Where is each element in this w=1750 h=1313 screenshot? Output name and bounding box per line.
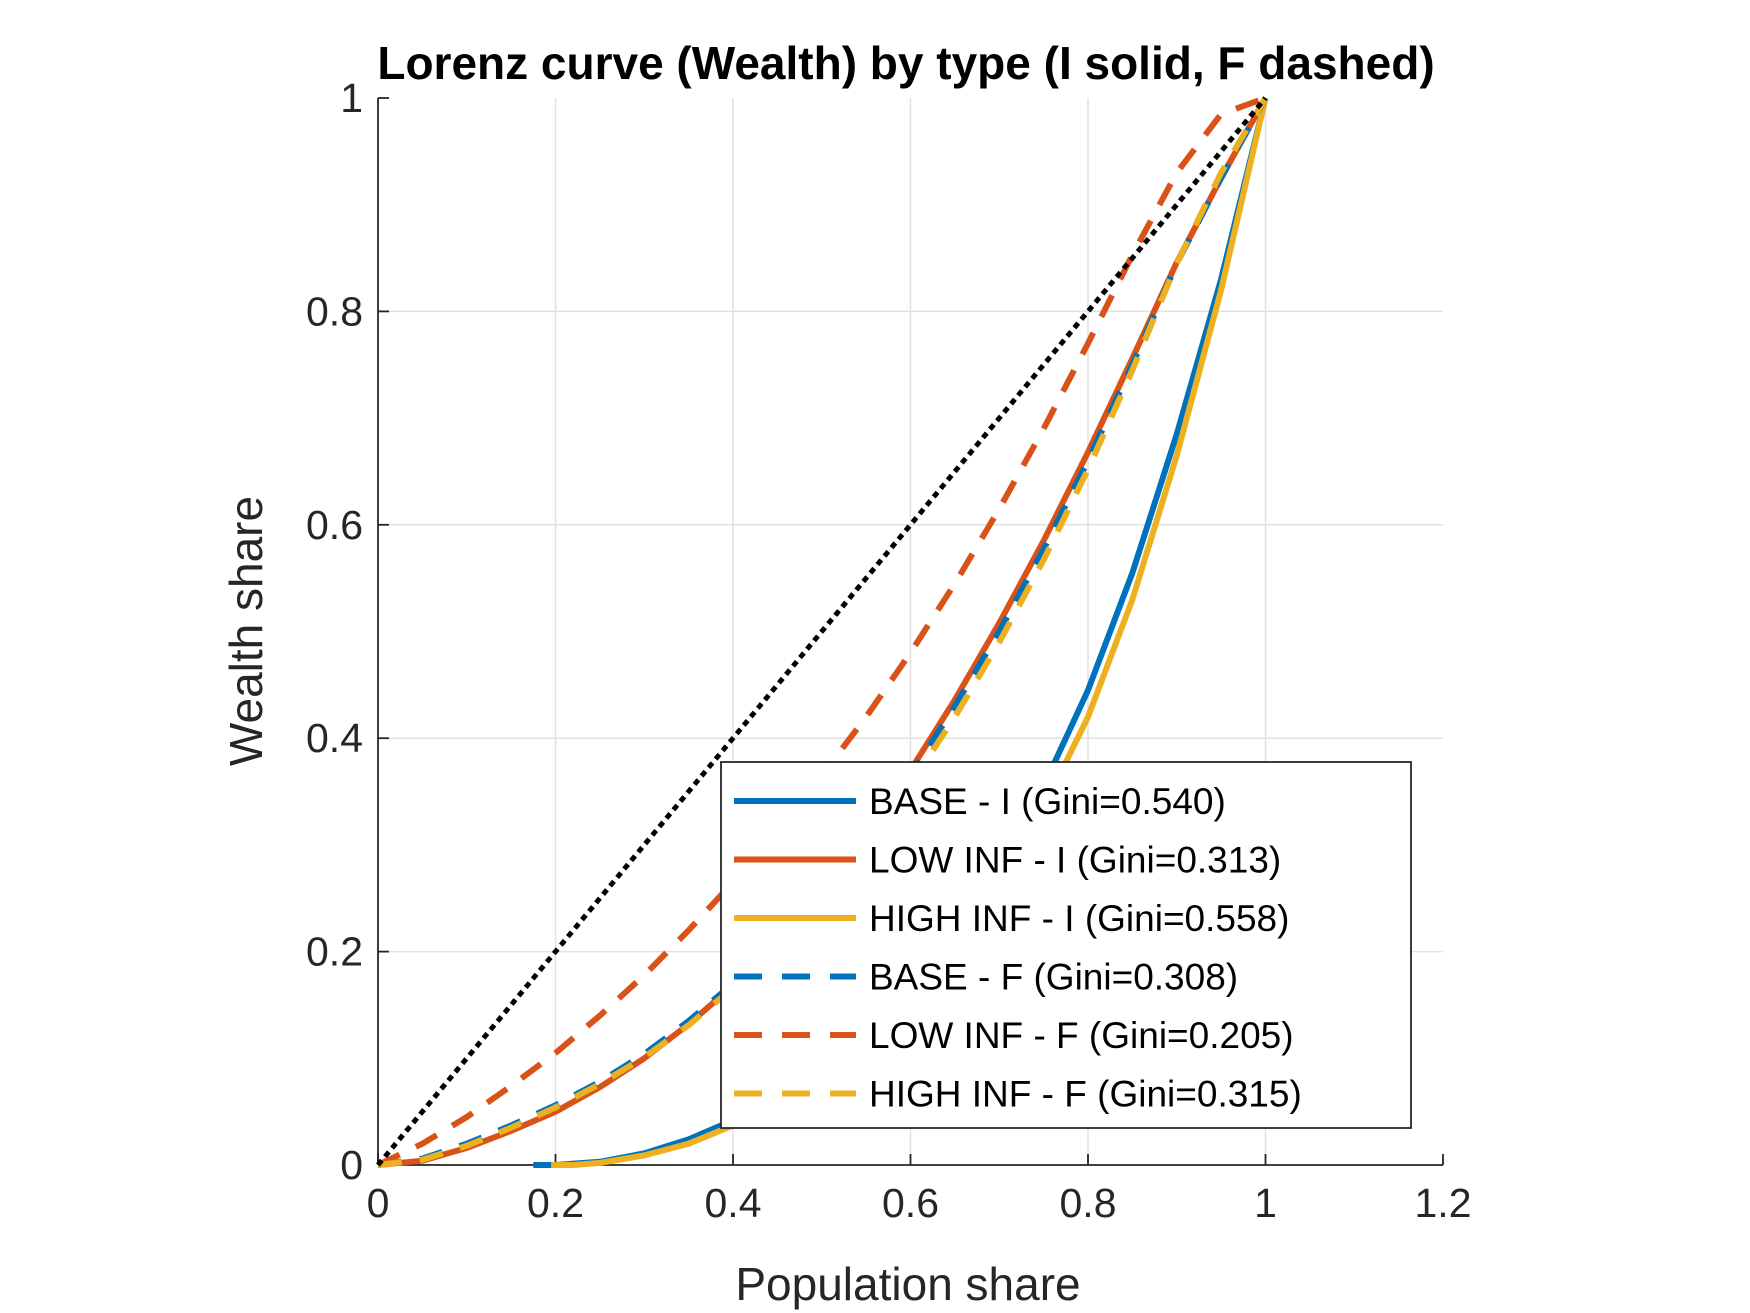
- y-tick-label-0: 0: [340, 1142, 363, 1188]
- x-tick-label-6: 1.2: [1415, 1180, 1472, 1226]
- x-axis-label: Population share: [735, 1258, 1080, 1310]
- legend: BASE - I (Gini=0.540) LOW INF - I (Gini=0…: [720, 761, 1412, 1129]
- x-tick-label-4: 0.8: [1060, 1180, 1117, 1226]
- x-tick-label-3: 0.6: [882, 1180, 939, 1226]
- y-axis-label: Wealth share: [220, 496, 272, 766]
- legend-box: [720, 761, 1412, 1129]
- y-tick-label-5: 1: [340, 75, 363, 121]
- x-tick-label-5: 1: [1254, 1180, 1277, 1226]
- y-tick-label-2: 0.4: [306, 715, 363, 761]
- x-tick-label-2: 0.4: [705, 1180, 762, 1226]
- equality-line: [376, 96, 1268, 1167]
- y-tick-label-1: 0.2: [306, 929, 363, 975]
- y-tick-label-3: 0.6: [306, 502, 363, 548]
- legend-label-2: HIGH INF - I (Gini=0.558): [869, 898, 1289, 939]
- chart-title: Lorenz curve (Wealth) by type (I solid, …: [377, 37, 1434, 89]
- legend-label-1: LOW INF - I (Gini=0.313): [869, 840, 1281, 881]
- y-tick-label-4: 0.8: [306, 288, 363, 334]
- legend-label-3: BASE - F (Gini=0.308): [869, 957, 1238, 998]
- tick-labels: 0 0.2 0.4 0.6 0.8 1 1.2 0 0.2 0.4 0.6 0.8 1: [306, 75, 1472, 1226]
- x-tick-label-1: 0.2: [527, 1180, 584, 1226]
- legend-label-0: BASE - I (Gini=0.540): [869, 781, 1226, 822]
- x-tick-label-0: 0: [367, 1180, 390, 1226]
- series-line-5: [377, 96, 1269, 1168]
- legend-label-5: HIGH INF - F (Gini=0.315): [869, 1074, 1302, 1115]
- legend-label-4: LOW INF - F (Gini=0.205): [869, 1015, 1294, 1056]
